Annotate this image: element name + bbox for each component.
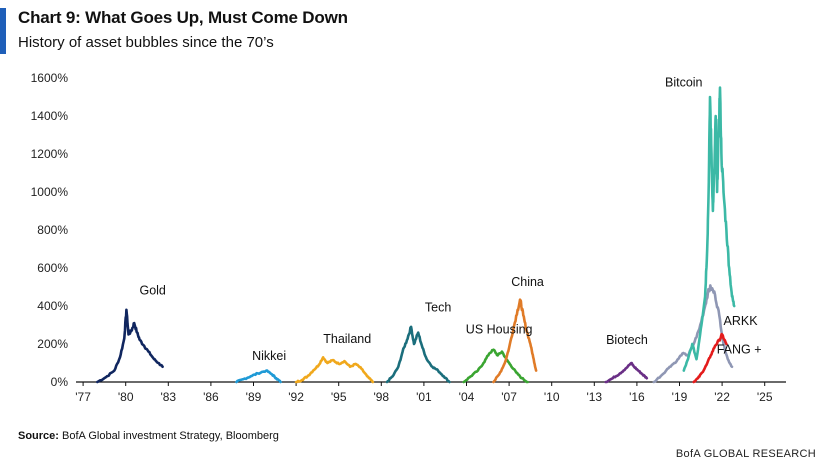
x-axis: '77 '80 '83 '86 '89 '92 '95 '98 '01 '04 '07 '10 '13 '… — [75, 381, 786, 404]
series-line-arkk — [652, 284, 734, 384]
y-tick-label: 400% — [37, 299, 68, 313]
series-label: ARKK — [724, 314, 759, 328]
source-text: BofA Global investment Strategy, Bloombe… — [62, 430, 279, 442]
x-tick-label: '92 — [288, 390, 304, 404]
y-tick-label: 1000% — [31, 185, 69, 199]
series-label: FANG + — [717, 343, 762, 357]
x-tick-label: '16 — [629, 390, 645, 404]
series-label: Bitcoin — [665, 76, 703, 90]
y-tick-label: 1400% — [31, 109, 69, 123]
series-line-nikkei — [235, 369, 282, 384]
series-label: Gold — [139, 284, 165, 298]
series-label: Tech — [425, 301, 451, 315]
x-tick-label: '10 — [544, 390, 560, 404]
chart-subtitle: History of asset bubbles since the 70’s — [18, 34, 274, 51]
x-tick-label: '95 — [331, 390, 347, 404]
y-tick-label: 1600% — [31, 71, 69, 85]
y-tick-label: 1200% — [31, 147, 69, 161]
x-tick-label: '22 — [714, 390, 730, 404]
series-line-bitcoin — [682, 86, 736, 372]
annotations: Gold Nikkei Thailand Tech US Housing China Bio… — [139, 76, 761, 364]
series-label: Thailand — [323, 332, 371, 346]
x-tick-label: '89 — [246, 390, 262, 404]
x-tick-label: '13 — [586, 390, 602, 404]
source-note: Source: BofA Global investment Strategy,… — [18, 430, 279, 442]
x-tick-label: '83 — [160, 390, 176, 404]
title-accent-bar — [0, 8, 6, 54]
y-tick-label: 600% — [37, 261, 68, 275]
series-label: Biotech — [606, 333, 648, 347]
brand-footer: BofA GLOBAL RESEARCH — [675, 448, 816, 460]
x-tick-label: '80 — [118, 390, 134, 404]
series-label: US Housing — [466, 323, 533, 337]
x-tick-label: '04 — [459, 390, 475, 404]
source-label: Source: — [18, 430, 59, 442]
y-tick-label: 200% — [37, 337, 68, 351]
series-line-thailand — [294, 355, 375, 384]
series-line-tech — [385, 325, 451, 384]
x-tick-label: '01 — [416, 390, 432, 404]
series-line-china — [492, 298, 538, 384]
series-line-gold — [96, 308, 164, 384]
x-tick-label: '19 — [672, 390, 688, 404]
series-line-us-housing — [462, 348, 529, 384]
series-line-biotech — [604, 361, 649, 384]
series-layer — [96, 86, 736, 384]
x-tick-label: '98 — [373, 390, 389, 404]
chart-title: Chart 9: What Goes Up, Must Come Down — [18, 8, 348, 27]
y-tick-label: 0% — [51, 375, 69, 389]
x-tick-label: '86 — [203, 390, 219, 404]
series-label: Nikkei — [252, 349, 286, 363]
series-line-fang — [692, 332, 728, 384]
y-tick-label: 800% — [37, 223, 68, 237]
y-axis: 0% 200% 400% 600% 800% 1000% 1200% 1400% 1600% — [31, 71, 69, 389]
series-label: China — [511, 275, 544, 289]
x-tick-label: '25 — [757, 390, 773, 404]
x-tick-label: '77 — [75, 390, 91, 404]
x-tick-label: '07 — [501, 390, 517, 404]
